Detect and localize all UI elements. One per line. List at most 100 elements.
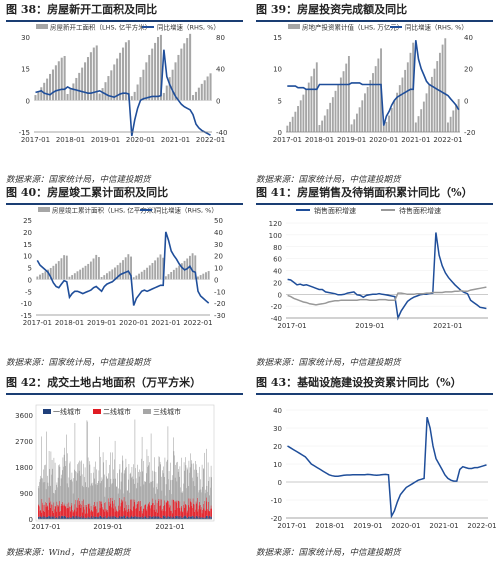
bar — [165, 85, 168, 101]
bar — [104, 517, 106, 519]
bar — [192, 516, 194, 519]
bar — [78, 462, 79, 499]
bar — [145, 504, 146, 517]
bar — [204, 452, 205, 501]
bar — [171, 494, 172, 511]
bar — [84, 467, 86, 505]
bar — [102, 517, 103, 519]
bar — [42, 516, 43, 519]
bar — [210, 516, 212, 519]
bar — [109, 464, 110, 506]
bar — [123, 511, 124, 516]
bar — [133, 506, 134, 517]
bar — [84, 517, 86, 519]
bar — [42, 504, 44, 516]
bar — [137, 516, 139, 519]
bar — [444, 38, 447, 133]
bar — [211, 508, 212, 518]
bar — [414, 122, 417, 132]
bar — [172, 475, 173, 514]
bar — [125, 501, 127, 518]
bar — [83, 517, 85, 519]
bar — [91, 483, 92, 511]
bar — [198, 517, 199, 519]
bar — [122, 260, 124, 280]
bar — [124, 516, 125, 519]
bar — [80, 503, 81, 517]
bar — [111, 269, 114, 280]
y-tick-label: 25 — [23, 217, 32, 225]
bar — [158, 466, 159, 501]
bar — [60, 510, 61, 518]
x-tick-label: 2022-01 — [183, 319, 212, 327]
bar — [358, 107, 361, 132]
bar — [137, 482, 139, 502]
bar — [39, 274, 41, 280]
bar — [84, 62, 87, 101]
bar — [72, 517, 74, 519]
bar — [84, 504, 86, 518]
bar — [409, 52, 412, 132]
bar — [147, 466, 148, 507]
series-line — [35, 49, 211, 137]
bar — [192, 95, 195, 101]
bar — [111, 484, 112, 508]
bar — [203, 508, 205, 518]
bar — [141, 505, 142, 518]
bar — [129, 473, 131, 509]
bar — [87, 517, 88, 519]
bar — [167, 426, 169, 502]
bar — [134, 517, 136, 519]
bar — [49, 502, 50, 517]
bar — [156, 515, 158, 519]
bar — [132, 511, 133, 518]
legend-label: 房地产投资累计值（LHS, 万亿元） — [302, 23, 403, 32]
bar — [44, 271, 47, 280]
bar — [52, 265, 55, 280]
x-tick-label: 2022-01 — [433, 136, 462, 144]
bar — [198, 509, 199, 518]
bar — [195, 501, 197, 517]
bar — [198, 490, 200, 506]
bar — [176, 502, 177, 517]
bar — [154, 42, 157, 101]
bar — [163, 466, 164, 506]
bar — [192, 477, 193, 508]
bar — [143, 517, 145, 519]
bar — [89, 461, 90, 509]
bar — [162, 470, 163, 509]
bar — [62, 516, 64, 519]
y2-tick-label: 0 — [464, 97, 468, 105]
bar — [194, 469, 195, 512]
bar — [182, 517, 183, 519]
bar — [396, 92, 399, 132]
bar — [204, 509, 206, 517]
bar — [76, 507, 77, 516]
bar — [142, 513, 143, 518]
bar — [92, 482, 94, 512]
legend-label: 销售面积增速 — [314, 206, 356, 215]
bar — [447, 122, 449, 132]
x-tick-label: 2019-01 — [91, 136, 120, 144]
bar — [62, 505, 64, 517]
bar — [58, 516, 59, 519]
legend-swatch — [288, 24, 300, 29]
bar — [195, 460, 196, 510]
bar — [50, 501, 52, 517]
bar — [197, 497, 198, 517]
bar — [134, 419, 136, 500]
bar — [84, 476, 85, 510]
bar — [99, 508, 101, 516]
bar — [50, 517, 51, 519]
bar — [74, 509, 75, 518]
bar — [161, 476, 162, 500]
bar — [334, 90, 337, 132]
bar — [151, 262, 154, 280]
x-tick-label: 2021-01 — [429, 522, 458, 530]
panel-sales: 图 41：房屋销售及待销面积累计同比（%） -40 -20 0 20 40 60 80 100… — [252, 185, 497, 370]
bar — [123, 473, 125, 498]
bar — [126, 516, 127, 519]
bar — [47, 505, 48, 517]
bar — [183, 483, 184, 505]
bar — [135, 504, 137, 518]
